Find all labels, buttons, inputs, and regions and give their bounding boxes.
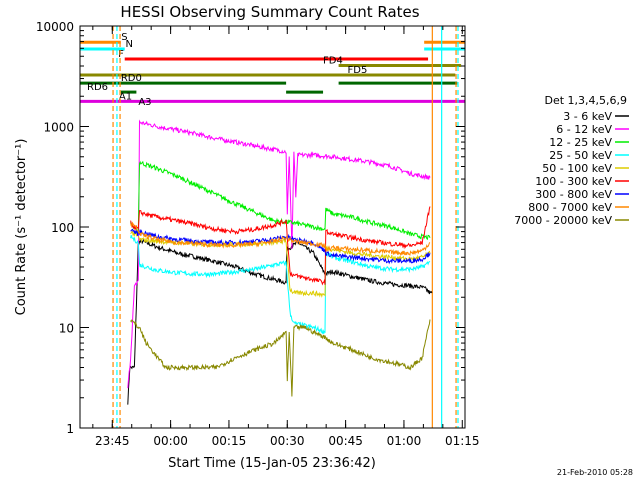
timestamp: 21-Feb-2010 05:28 — [557, 468, 633, 477]
legend-label-8: 7000 - 20000 keV — [514, 214, 612, 227]
legend-label-5: 100 - 300 keV — [535, 175, 612, 188]
flag-lines: SNF FD4 FD5 RD0 RD6 A1 A3 — [80, 32, 465, 108]
flag-label-0: S — [121, 32, 127, 43]
x-axis-label: Start Time (15-Jan-05 23:36:42) — [168, 456, 376, 471]
x-tick-label-5: 01:00 — [387, 434, 422, 448]
series-line-0 — [127, 238, 433, 405]
x-tick-label-4: 00:45 — [328, 434, 363, 448]
axis-ticks: 23:45 00:00 00:15 00:30 00:45 01:00 01:15 1 10 10… — [36, 20, 480, 448]
legend-title: Det 1,3,4,5,6,9 — [544, 94, 627, 107]
legend-label-7: 800 - 7000 keV — [528, 201, 612, 214]
chart-title: HESSI Observing Summary Count Rates — [120, 3, 419, 21]
flag-label-6: RD6 — [87, 82, 108, 93]
y-tick-label-3: 1000 — [43, 121, 74, 135]
legend-label-2: 12 - 25 keV — [549, 136, 612, 149]
y-tick-label-1: 10 — [59, 322, 74, 336]
series-line-3 — [130, 234, 431, 335]
y-tick-label-2: 100 — [51, 221, 74, 235]
series-line-8 — [130, 319, 431, 397]
series-line-6 — [130, 228, 431, 265]
x-tick-label-0: 23:45 — [95, 434, 130, 448]
flag-label-8: A3 — [138, 97, 151, 108]
legend-label-6: 300 - 800 keV — [535, 188, 612, 201]
legend-label-0: 3 - 6 keV — [563, 110, 612, 123]
flag-label-1: N — [126, 39, 133, 50]
flag-label-4: FD5 — [348, 65, 368, 76]
legend-label-4: 50 - 100 keV — [542, 162, 612, 175]
flag-label-7: A1 — [119, 91, 132, 102]
series-line-1 — [127, 119, 431, 389]
flag-label-5: RD0 — [121, 73, 142, 84]
series-line-2 — [130, 160, 431, 241]
flag-label-2: F — [118, 49, 124, 60]
series-line-7 — [130, 221, 431, 257]
x-tick-label-6: 01:15 — [445, 434, 480, 448]
y-tick-label-4: 10000 — [36, 20, 74, 34]
x-tick-label-2: 00:15 — [212, 434, 247, 448]
series-line-5 — [130, 206, 431, 286]
y-axis-label: Count Rate (s⁻¹ detector⁻¹) — [14, 139, 29, 316]
x-tick-label-1: 00:00 — [153, 434, 188, 448]
series-lines — [127, 119, 433, 405]
legend-label-1: 6 - 12 keV — [556, 123, 612, 136]
legend-label-3: 25 - 50 keV — [549, 149, 612, 162]
flag-label-3: FD4 — [323, 55, 343, 66]
x-tick-label-3: 00:30 — [270, 434, 305, 448]
y-tick-label-0: 1 — [66, 422, 74, 436]
